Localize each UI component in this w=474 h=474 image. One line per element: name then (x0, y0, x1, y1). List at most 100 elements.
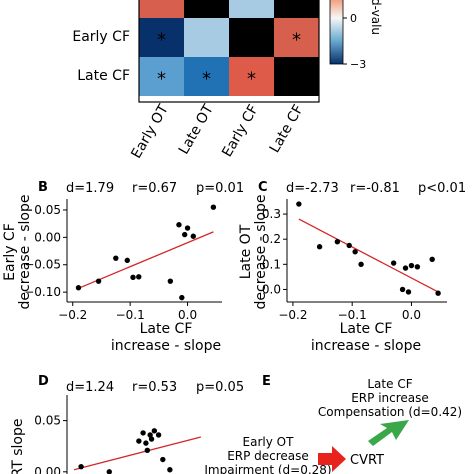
scatter-panel-b: B d=1.79 r=0.67 p=0.01 0.05 0.00 −0.05 −0.1… (2, 180, 244, 322)
panel-letter-b: B (38, 180, 48, 195)
heatmap-significance-star: * (292, 30, 301, 51)
data-point (435, 290, 441, 296)
data-point (346, 242, 352, 249)
heatmap-cell (184, 57, 229, 96)
panel-b-xlabel-line2: increase - slope (111, 338, 221, 354)
data-point (296, 201, 302, 207)
x-tick-label: −0.2 (278, 308, 307, 322)
panel-b-ylabel-line2: decrease - slope (17, 195, 33, 310)
late-cf-label-line3: Compensation (d=0.42) (318, 405, 462, 419)
heatmap-row-label-early-cf: Early CF (72, 29, 130, 45)
panel-b-stat-p: p=0.01 (196, 181, 244, 196)
data-point (124, 257, 130, 264)
heatmap-panel: * ** * * Early CF Late CF Early OT Late OT … (72, 0, 383, 161)
panel-b-points (75, 204, 217, 301)
panel-c-fit-line (298, 218, 439, 293)
panel-d-axes: 0.05 0.00 (34, 395, 68, 474)
heatmap-cell (139, 18, 184, 57)
panel-b-stat-d: d=1.79 (66, 181, 114, 196)
heatmap-frame (138, 0, 320, 103)
heatmap-cell-top-partial (229, 0, 274, 18)
data-point (358, 261, 364, 268)
data-point (176, 222, 182, 228)
heatmap-col-label-late-ot: Late OT (176, 102, 217, 158)
data-point (147, 432, 153, 438)
panel-d-stat-p: p=0.05 (196, 380, 244, 395)
panel-letter-e: E (262, 374, 271, 389)
x-tick-label: 0.0 (402, 308, 421, 322)
y-tick-label: 0.00 (34, 230, 61, 244)
panel-c-xlabel-line2: increase - slope (311, 338, 421, 354)
data-point (106, 469, 112, 474)
panel-d-fit-line (73, 436, 202, 471)
heatmap-col-label-early-ot: Early OT (128, 102, 172, 162)
late-cf-label-line2: ERP increase (351, 391, 429, 405)
panel-d-ylabel: RT slope (10, 419, 26, 474)
data-point (136, 274, 142, 280)
panel-b-stat-r: r=0.67 (132, 181, 177, 196)
data-point (167, 278, 174, 284)
panel-b-fit-line (78, 231, 214, 289)
data-point (160, 456, 166, 463)
heatmap-col-label-late-cf: Late CF (267, 102, 307, 156)
heatmap-cell (274, 57, 319, 96)
heatmap-col-label-early-cf: Early CF (219, 102, 262, 160)
panel-letter-d: D (38, 374, 49, 389)
data-point (179, 294, 185, 301)
data-point (151, 428, 158, 434)
panel-b-xlabel-line1: Late CF (140, 321, 193, 337)
heatmap-stars: * * * * * (157, 30, 301, 90)
heatmap-cell-top-partial (184, 0, 229, 18)
panel-c-stat-p: p<0.01 (418, 181, 466, 196)
y-tick-label: 0.1 (262, 257, 281, 271)
late-cf-label-line1: Late CF (367, 377, 412, 391)
panel-c-points (296, 201, 441, 296)
data-point (155, 432, 162, 438)
panel-c-axes: 0.3 0.2 0.1 0.0 −0.2 −0.1 0.0 (262, 199, 447, 322)
early-ot-label-line3: Impairment (d=0.28) (204, 463, 331, 474)
red-arrow-icon (318, 446, 346, 472)
panel-c-stat-d: d=-2.73 (286, 181, 339, 196)
data-point (414, 264, 421, 270)
data-point (143, 440, 149, 446)
panel-c-ylabel-line2: decrease - slope (253, 195, 269, 310)
y-tick-label: 0.3 (262, 207, 281, 221)
heatmap-cell-top-partial (274, 0, 319, 18)
heatmap-row-label-late-cf: Late CF (77, 68, 130, 84)
scatter-panel-d: D d=1.24 r=0.53 p=0.05 0.05 0.00 RT slope (10, 374, 244, 474)
colorbar-label: d-valu (369, 0, 383, 35)
data-point (190, 233, 196, 239)
panel-c-xlabel-line1: Late CF (340, 321, 393, 337)
data-point (352, 249, 358, 255)
data-point (75, 285, 82, 291)
data-point (144, 447, 151, 454)
data-point (429, 256, 435, 262)
colorbar-tick-label-0: 0 (350, 12, 357, 25)
regression-line (298, 218, 439, 293)
y-tick-label: −0.10 (24, 285, 61, 299)
y-tick-label: 0.00 (34, 465, 61, 474)
data-point (78, 463, 84, 470)
data-point (399, 286, 406, 293)
data-point (130, 274, 136, 281)
data-point (136, 438, 142, 444)
data-point (210, 204, 217, 210)
panel-d-stat-r: r=0.53 (132, 380, 177, 395)
y-tick-label: 0.2 (262, 232, 281, 246)
heatmap-significance-star: * (247, 69, 256, 90)
diagram-panel-e: E Late CF ERP increase Compensation (d=0… (204, 374, 462, 474)
regression-line (73, 436, 202, 471)
regression-line (78, 231, 214, 289)
data-point (408, 262, 415, 269)
early-ot-label-line1: Early OT (243, 435, 295, 449)
y-tick-label: 0.05 (34, 203, 61, 217)
early-ot-label-line2: ERP decrease (227, 449, 309, 463)
data-point (113, 255, 119, 261)
y-tick-label: 0.05 (34, 414, 61, 428)
y-tick-label: −0.05 (24, 258, 61, 272)
green-arrow-icon (368, 420, 409, 446)
x-tick-label: −0.1 (338, 308, 367, 322)
data-point (334, 239, 341, 245)
x-tick-label: 0.0 (178, 308, 197, 322)
